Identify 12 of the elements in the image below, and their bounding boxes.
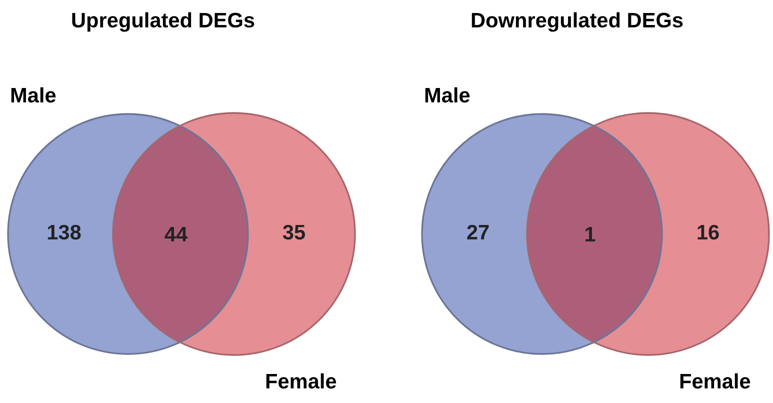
text: Downregulated DEGs bbox=[472, 12, 683, 32]
category-label: Male bbox=[425, 87, 470, 103]
data-label: 35 bbox=[282, 224, 306, 240]
category-label: Female bbox=[680, 373, 750, 389]
data-label: 138 bbox=[48, 224, 81, 240]
category-label: Female bbox=[266, 373, 336, 389]
data-label: 16 bbox=[698, 224, 719, 240]
data-label: 44 bbox=[164, 227, 188, 242]
data-label: 27 bbox=[467, 224, 489, 240]
category-label: Male bbox=[11, 87, 56, 103]
data-label: 1 bbox=[586, 227, 596, 242]
text: Upregulated DEGs bbox=[72, 12, 254, 32]
